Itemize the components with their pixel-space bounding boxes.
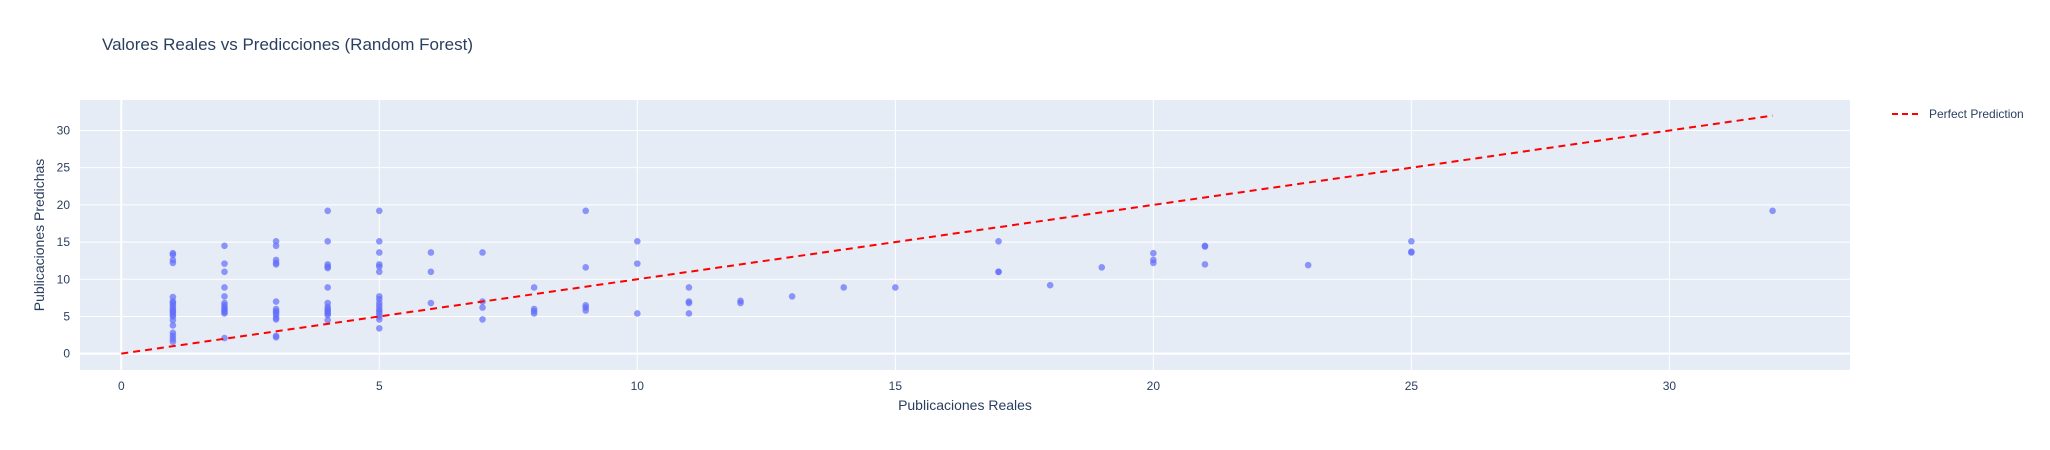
scatter-point[interactable] xyxy=(1150,259,1157,267)
scatter-point[interactable] xyxy=(1408,238,1415,245)
scatter-point[interactable] xyxy=(582,307,590,314)
scatter-point[interactable] xyxy=(324,264,331,272)
x-tick-labels: 0 5 10 15 20 25 30 xyxy=(118,379,1676,393)
scatter-point[interactable] xyxy=(221,268,228,276)
x-tick-label: 10 xyxy=(631,379,645,393)
scatter-point[interactable] xyxy=(1408,249,1415,256)
scatter-point[interactable] xyxy=(634,260,641,267)
scatter-point[interactable] xyxy=(272,261,280,268)
x-tick-label: 30 xyxy=(1663,379,1677,393)
scatter-point[interactable] xyxy=(1304,261,1312,269)
legend[interactable]: Perfect Prediction xyxy=(1892,107,2024,121)
scatter-point[interactable] xyxy=(169,338,177,346)
scatter-point[interactable] xyxy=(685,284,693,291)
scatter-point[interactable] xyxy=(221,310,228,317)
scatter-point[interactable] xyxy=(479,304,486,311)
x-gridlines xyxy=(120,100,1670,370)
y-tick-label: 15 xyxy=(57,235,71,249)
x-axis-title: Publicaciones Reales xyxy=(898,397,1032,413)
y-tick-label: 20 xyxy=(57,198,71,212)
scatter-point[interactable] xyxy=(376,316,383,323)
scatter-point[interactable] xyxy=(221,260,228,267)
scatter-point[interactable] xyxy=(272,316,280,323)
scatter-point[interactable] xyxy=(376,207,383,215)
scatter-point[interactable] xyxy=(169,251,177,259)
scatter-point[interactable] xyxy=(1046,281,1054,289)
scatter-point[interactable] xyxy=(272,298,280,305)
chart-title: Valores Reales vs Predicciones (Random F… xyxy=(102,35,473,54)
scatter-point[interactable] xyxy=(427,249,435,256)
y-tick-label: 0 xyxy=(63,347,70,361)
scatter-point[interactable] xyxy=(1201,243,1209,250)
scatter-point[interactable] xyxy=(324,207,331,215)
scatter-point[interactable] xyxy=(324,238,331,245)
scatter-point[interactable] xyxy=(376,238,383,245)
scatter-point[interactable] xyxy=(272,242,280,250)
scatter-point[interactable] xyxy=(995,238,1002,245)
y-tick-label: 30 xyxy=(57,123,71,137)
scatter-point[interactable] xyxy=(376,325,383,332)
scatter-point[interactable] xyxy=(427,299,435,307)
scatter-point[interactable] xyxy=(221,293,228,300)
x-tick-label: 20 xyxy=(1147,379,1161,393)
scatter-point[interactable] xyxy=(634,310,641,317)
scatter-point[interactable] xyxy=(272,333,280,341)
scatter-point[interactable] xyxy=(634,238,641,245)
x-tick-label: 0 xyxy=(118,379,125,393)
x-tick-label: 25 xyxy=(1405,379,1419,393)
scatter-point[interactable] xyxy=(427,268,435,276)
scatter-point[interactable] xyxy=(685,310,693,317)
scatter-point[interactable] xyxy=(530,310,538,317)
scatter-point[interactable] xyxy=(169,259,177,267)
scatter-point[interactable] xyxy=(530,284,538,291)
scatter-point[interactable] xyxy=(737,299,744,307)
scatter-point[interactable] xyxy=(324,311,331,319)
scatter-point[interactable] xyxy=(1150,249,1157,257)
y-tick-label: 5 xyxy=(63,309,70,323)
legend-item-perfect-prediction[interactable]: Perfect Prediction xyxy=(1929,107,2024,121)
scatter-point[interactable] xyxy=(324,316,331,324)
scatter-point[interactable] xyxy=(1201,261,1209,268)
scatter-point[interactable] xyxy=(169,322,177,329)
y-tick-label: 10 xyxy=(57,272,71,286)
scatter-point[interactable] xyxy=(376,268,383,276)
scatter-points[interactable] xyxy=(169,207,1776,346)
scatter-point[interactable] xyxy=(788,293,796,300)
scatter-point[interactable] xyxy=(685,299,693,307)
scatter-point[interactable] xyxy=(582,207,590,215)
scatter-point[interactable] xyxy=(479,316,486,323)
scatter-point[interactable] xyxy=(892,284,899,291)
perfect-prediction-line xyxy=(121,114,1773,355)
scatter-point[interactable] xyxy=(582,264,590,271)
scatter-point[interactable] xyxy=(221,242,228,250)
scatter-point[interactable] xyxy=(221,284,228,291)
plot-background xyxy=(80,100,1850,370)
scatter-point[interactable] xyxy=(1769,207,1776,215)
y-gridlines xyxy=(80,129,1850,355)
scatter-point[interactable] xyxy=(169,316,177,324)
scatter-point[interactable] xyxy=(376,263,383,270)
scatter-point[interactable] xyxy=(1098,264,1106,271)
scatter-point[interactable] xyxy=(479,249,486,256)
scatter-point[interactable] xyxy=(221,334,228,342)
scatter-point[interactable] xyxy=(324,284,331,291)
scatter-point[interactable] xyxy=(995,268,1002,276)
scatter-point[interactable] xyxy=(376,249,383,256)
perfect-prediction-layer xyxy=(121,114,1773,355)
x-tick-label: 5 xyxy=(376,379,383,393)
y-axis-title: Publicaciones Predichas xyxy=(31,159,47,312)
x-tick-label: 15 xyxy=(889,379,903,393)
y-tick-label: 25 xyxy=(57,161,71,175)
scatter-point[interactable] xyxy=(840,284,848,291)
y-tick-labels: 0 5 10 15 20 25 30 xyxy=(57,123,71,360)
